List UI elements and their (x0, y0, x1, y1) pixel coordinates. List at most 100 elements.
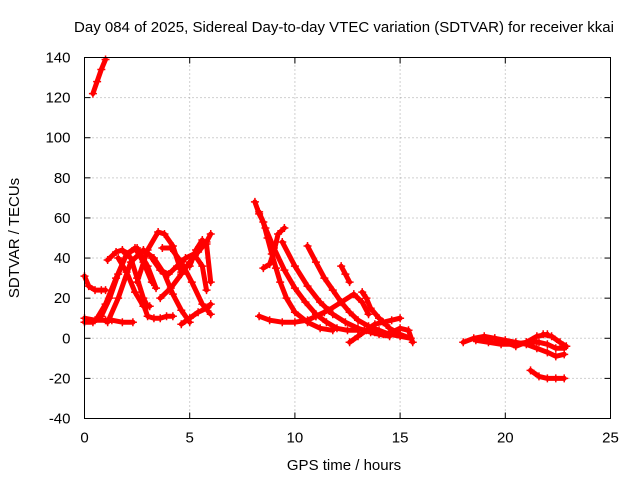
data-point-marker (543, 348, 552, 357)
data-point-marker (139, 300, 148, 309)
data-point-marker (358, 288, 367, 297)
data-point-marker (255, 207, 264, 216)
data-point-marker (192, 246, 201, 255)
data-point-marker (562, 342, 571, 351)
data-point-marker (311, 258, 320, 267)
data-point-marker (551, 352, 560, 361)
y-tick-label: 140 (45, 50, 70, 67)
data-point-marker (322, 318, 331, 327)
data-point-marker (88, 89, 97, 98)
data-point-marker (265, 316, 274, 325)
data-point-marker (145, 302, 154, 311)
grid-lines (84, 57, 611, 419)
data-point-marker (269, 248, 278, 257)
data-point-marker (534, 372, 543, 381)
data-point-marker (534, 338, 543, 347)
data-point-marker (522, 340, 531, 349)
data-point-marker (177, 270, 186, 279)
data-point-marker (101, 55, 110, 64)
data-point-marker (173, 262, 182, 271)
data-point-marker (194, 308, 203, 317)
data-point-marker (185, 314, 194, 323)
y-tick-label: -20 (49, 370, 71, 387)
x-tick-label: 10 (287, 430, 304, 447)
data-point-marker (360, 326, 369, 335)
data-point-marker (202, 304, 211, 313)
data-point-marker (311, 312, 320, 321)
data-point-marker (290, 308, 299, 317)
data-point-marker (328, 310, 337, 319)
chart-title: Day 084 of 2025, Sidereal Day-to-day VTE… (74, 19, 614, 36)
x-axis-label: GPS time / hours (287, 457, 401, 474)
data-point-marker (539, 330, 548, 339)
data-point-marker (375, 314, 384, 323)
data-point-marker (324, 306, 333, 315)
data-point-marker (250, 197, 259, 206)
data-point-marker (547, 332, 556, 341)
data-point-marker (459, 338, 468, 347)
data-point-marker (301, 298, 310, 307)
data-point-marker (112, 274, 121, 283)
series-arc-31 (540, 331, 569, 349)
data-point-marker (501, 336, 510, 345)
data-point-marker (543, 374, 552, 383)
data-point-marker (259, 264, 268, 273)
data-point-marker (114, 254, 123, 263)
data-point-marker (166, 284, 175, 293)
data-point-marker (152, 284, 161, 293)
data-point-marker (177, 306, 186, 315)
data-point-marker (156, 314, 165, 323)
data-point-marker (345, 308, 354, 317)
data-point-marker (156, 294, 165, 303)
data-point-marker (202, 286, 211, 295)
data-point-marker (396, 324, 405, 333)
data-point-marker (280, 223, 289, 232)
data-point-marker (97, 65, 106, 74)
y-tick-label: 40 (54, 250, 71, 267)
data-point-marker (560, 374, 569, 383)
data-point-marker (320, 274, 329, 283)
data-point-marker (490, 334, 499, 343)
data-point-marker (471, 336, 480, 345)
data-point-marker (103, 318, 112, 327)
data-point-marker (84, 282, 93, 291)
data-point-marker (328, 286, 337, 295)
data-point-marker (354, 332, 363, 341)
x-tick-label: 5 (186, 430, 194, 447)
y-tick-label: 100 (45, 130, 70, 147)
data-point-marker (379, 330, 388, 339)
data-point-marker (543, 340, 552, 349)
data-point-marker (177, 320, 186, 329)
data-point-marker (370, 328, 379, 337)
data-point-marker (274, 229, 283, 238)
data-point-marker (271, 264, 280, 273)
data-point-marker (316, 324, 325, 333)
x-tick-label: 0 (80, 430, 88, 447)
data-point-marker (114, 294, 123, 303)
data-point-marker (206, 310, 215, 319)
data-point-marker (126, 258, 135, 267)
data-point-marker (158, 244, 167, 253)
data-point-marker (181, 254, 190, 263)
axis-ticks: 0 5 10 15 20 25 -40 -20 0 20 40 60 80 100 120 140 (45, 50, 618, 447)
data-point-marker (166, 244, 175, 253)
data-point-marker (164, 270, 173, 279)
data-point-marker (316, 298, 325, 307)
data-point-marker (551, 344, 560, 353)
data-point-marker (349, 290, 358, 299)
data-point-marker (556, 338, 565, 347)
data-point-marker (354, 316, 363, 325)
data-point-marker (290, 284, 299, 293)
data-point-marker (358, 298, 367, 307)
data-point-marker (177, 258, 186, 267)
data-point-marker (396, 314, 405, 323)
data-point-marker (551, 374, 560, 383)
series-arc-01 (90, 57, 108, 97)
data-point-marker (354, 324, 363, 333)
data-point-marker (280, 266, 289, 275)
data-point-marker (532, 332, 541, 341)
data-point-marker (133, 244, 142, 253)
data-point-marker (160, 229, 169, 238)
x-tick-label: 20 (497, 430, 514, 447)
data-point-marker (206, 229, 215, 238)
